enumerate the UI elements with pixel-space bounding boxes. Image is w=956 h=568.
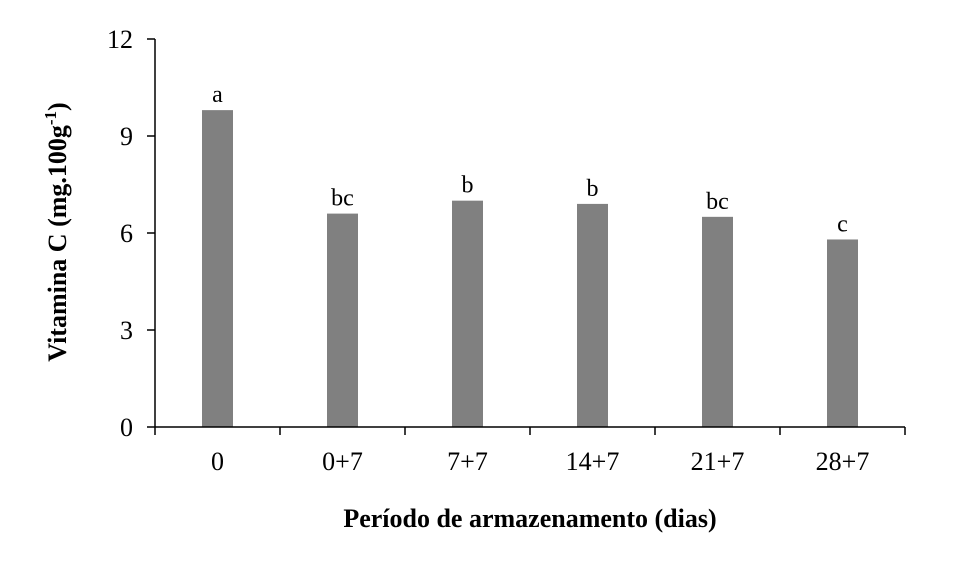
bar-data-label: b (462, 173, 474, 199)
bar-data-label: b (587, 176, 599, 202)
y-axis-title-end: ) (43, 102, 72, 111)
bar (577, 203, 608, 427)
bar-data-label: bc (331, 186, 354, 212)
x-tick-label: 28+7 (816, 447, 870, 476)
y-ticks-group: 0 3 6 9 12 (107, 25, 155, 442)
bar (702, 216, 733, 427)
x-tick-label: 0 (211, 447, 224, 476)
bar (452, 200, 483, 427)
y-axis-title-main: Vitamina C (mg.100g (43, 125, 72, 362)
x-tick-label: 0+7 (322, 447, 363, 476)
bars-group (202, 110, 858, 427)
x-axis-title: Período de armazenamento (dias) (343, 504, 716, 533)
data-labels-group: a bc b b bc c (212, 82, 848, 237)
y-axis-title: Vitamina C (mg.100g-1) (41, 102, 72, 361)
bar-data-label: a (212, 82, 223, 108)
bar-data-label: bc (706, 189, 729, 215)
y-tick-label: 9 (120, 122, 133, 151)
bar (327, 213, 358, 427)
x-tick-label: 21+7 (691, 447, 745, 476)
x-tick-label: 14+7 (566, 447, 620, 476)
x-tick-label: 7+7 (447, 447, 488, 476)
x-ticks-group: 0 0+7 7+7 14+7 21+7 28+7 (154, 427, 906, 476)
y-axis-title-superscript: -1 (41, 111, 60, 125)
y-tick-label: 0 (120, 413, 133, 442)
y-tick-label: 12 (107, 25, 133, 54)
bar (827, 239, 858, 427)
bar (202, 110, 233, 427)
y-tick-label: 3 (120, 316, 133, 345)
bar-data-label: c (837, 211, 848, 237)
y-tick-label: 6 (120, 219, 133, 248)
